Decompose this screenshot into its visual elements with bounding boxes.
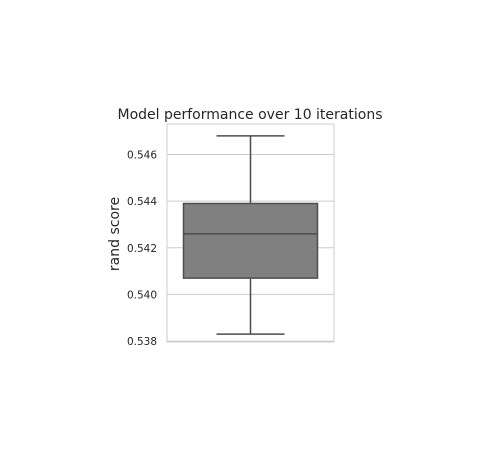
y-tick-label: 0.542 xyxy=(127,243,157,255)
iqr-box xyxy=(182,202,319,279)
y-tick-label: 0.544 xyxy=(127,196,157,208)
y-tick-label: 0.546 xyxy=(127,150,157,162)
plot-frame xyxy=(166,123,335,343)
plot-border xyxy=(166,123,335,343)
y-tick-label: 0.538 xyxy=(127,336,157,348)
box-plot xyxy=(182,135,319,335)
y-axis-label: rand score xyxy=(107,197,123,271)
y-tick-label: 0.540 xyxy=(127,289,157,301)
chart-title: Model performance over 10 iterations xyxy=(118,107,383,123)
y-tick-labels: 0.538 0.540 0.542 0.544 0.546 xyxy=(127,150,157,349)
